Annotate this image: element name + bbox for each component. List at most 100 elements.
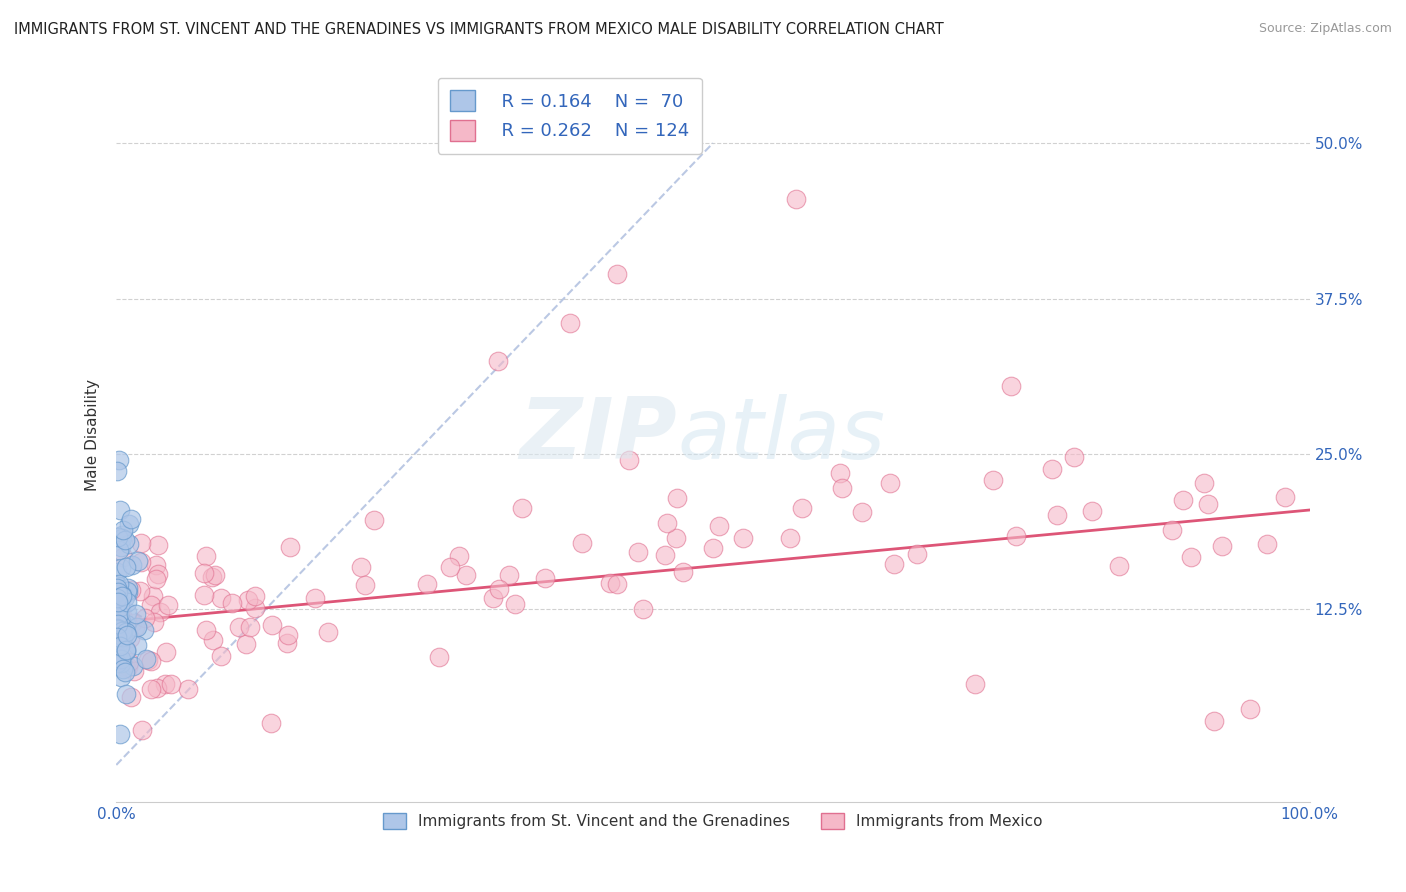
Point xyxy=(111,588,134,602)
Point xyxy=(121,558,143,573)
Point xyxy=(111,528,134,542)
Point xyxy=(114,644,136,658)
Point xyxy=(155,644,177,658)
Point xyxy=(107,596,129,610)
Point xyxy=(110,622,132,636)
Point xyxy=(654,548,676,562)
Point xyxy=(631,602,654,616)
Point xyxy=(135,652,157,666)
Text: Source: ZipAtlas.com: Source: ZipAtlas.com xyxy=(1258,22,1392,36)
Point xyxy=(1040,461,1063,475)
Point xyxy=(139,681,162,696)
Point xyxy=(107,577,129,591)
Legend: Immigrants from St. Vincent and the Grenadines, Immigrants from Mexico: Immigrants from St. Vincent and the Gren… xyxy=(377,806,1049,835)
Point xyxy=(118,655,141,669)
Point xyxy=(115,559,138,574)
Point xyxy=(105,621,128,635)
Point xyxy=(1274,490,1296,504)
Point xyxy=(1202,714,1225,729)
Point xyxy=(142,589,165,603)
Point xyxy=(905,547,928,561)
Text: ZIP: ZIP xyxy=(519,394,678,477)
Point xyxy=(148,567,170,582)
Point xyxy=(111,549,134,564)
Point xyxy=(533,571,555,585)
Point xyxy=(1004,529,1026,543)
Point xyxy=(110,652,132,666)
Point xyxy=(107,565,129,579)
Point xyxy=(245,601,267,615)
Point xyxy=(177,681,200,696)
Point xyxy=(733,531,755,545)
Point xyxy=(115,642,138,657)
Point xyxy=(108,576,131,591)
Point xyxy=(107,585,129,599)
Point xyxy=(304,591,326,606)
Point xyxy=(363,514,385,528)
Point xyxy=(204,567,226,582)
Point xyxy=(120,690,142,705)
Point xyxy=(221,596,243,610)
Point xyxy=(488,582,510,596)
Point xyxy=(606,267,628,281)
Point xyxy=(349,560,371,574)
Point xyxy=(498,567,520,582)
Point xyxy=(117,585,139,599)
Point xyxy=(132,623,155,637)
Point xyxy=(118,516,141,531)
Point xyxy=(114,625,136,640)
Point xyxy=(672,566,695,580)
Point xyxy=(260,617,283,632)
Point xyxy=(107,605,129,619)
Point xyxy=(1046,508,1069,523)
Point xyxy=(112,662,135,676)
Point xyxy=(112,621,135,635)
Point xyxy=(111,611,134,625)
Point xyxy=(107,651,129,665)
Point xyxy=(117,628,139,642)
Point xyxy=(243,589,266,603)
Point xyxy=(111,655,134,669)
Point xyxy=(851,506,873,520)
Point xyxy=(454,568,477,582)
Point xyxy=(194,549,217,563)
Point xyxy=(108,727,131,741)
Point xyxy=(118,537,141,551)
Point xyxy=(117,584,139,599)
Point xyxy=(599,576,621,591)
Point xyxy=(105,591,128,605)
Point xyxy=(111,624,134,639)
Point xyxy=(117,581,139,595)
Point xyxy=(276,636,298,650)
Point xyxy=(122,664,145,678)
Point xyxy=(118,631,141,645)
Point xyxy=(1108,559,1130,574)
Point xyxy=(828,466,851,480)
Point xyxy=(202,633,225,648)
Point xyxy=(108,603,131,617)
Point xyxy=(111,628,134,642)
Point xyxy=(129,583,152,598)
Point xyxy=(110,589,132,603)
Point xyxy=(558,317,581,331)
Point xyxy=(115,661,138,675)
Point xyxy=(131,723,153,738)
Point xyxy=(110,561,132,575)
Point xyxy=(143,615,166,629)
Point xyxy=(115,594,138,608)
Text: IMMIGRANTS FROM ST. VINCENT AND THE GRENADINES VS IMMIGRANTS FROM MEXICO MALE DI: IMMIGRANTS FROM ST. VINCENT AND THE GREN… xyxy=(14,22,943,37)
Point xyxy=(228,620,250,634)
Point xyxy=(145,681,167,695)
Point xyxy=(115,616,138,631)
Point xyxy=(278,540,301,554)
Point xyxy=(260,715,283,730)
Point xyxy=(1173,493,1195,508)
Point xyxy=(606,576,628,591)
Point xyxy=(416,577,439,591)
Point xyxy=(145,572,167,586)
Point xyxy=(107,595,129,609)
Point xyxy=(664,531,686,545)
Point xyxy=(115,605,138,619)
Point xyxy=(107,607,129,622)
Point xyxy=(486,353,509,368)
